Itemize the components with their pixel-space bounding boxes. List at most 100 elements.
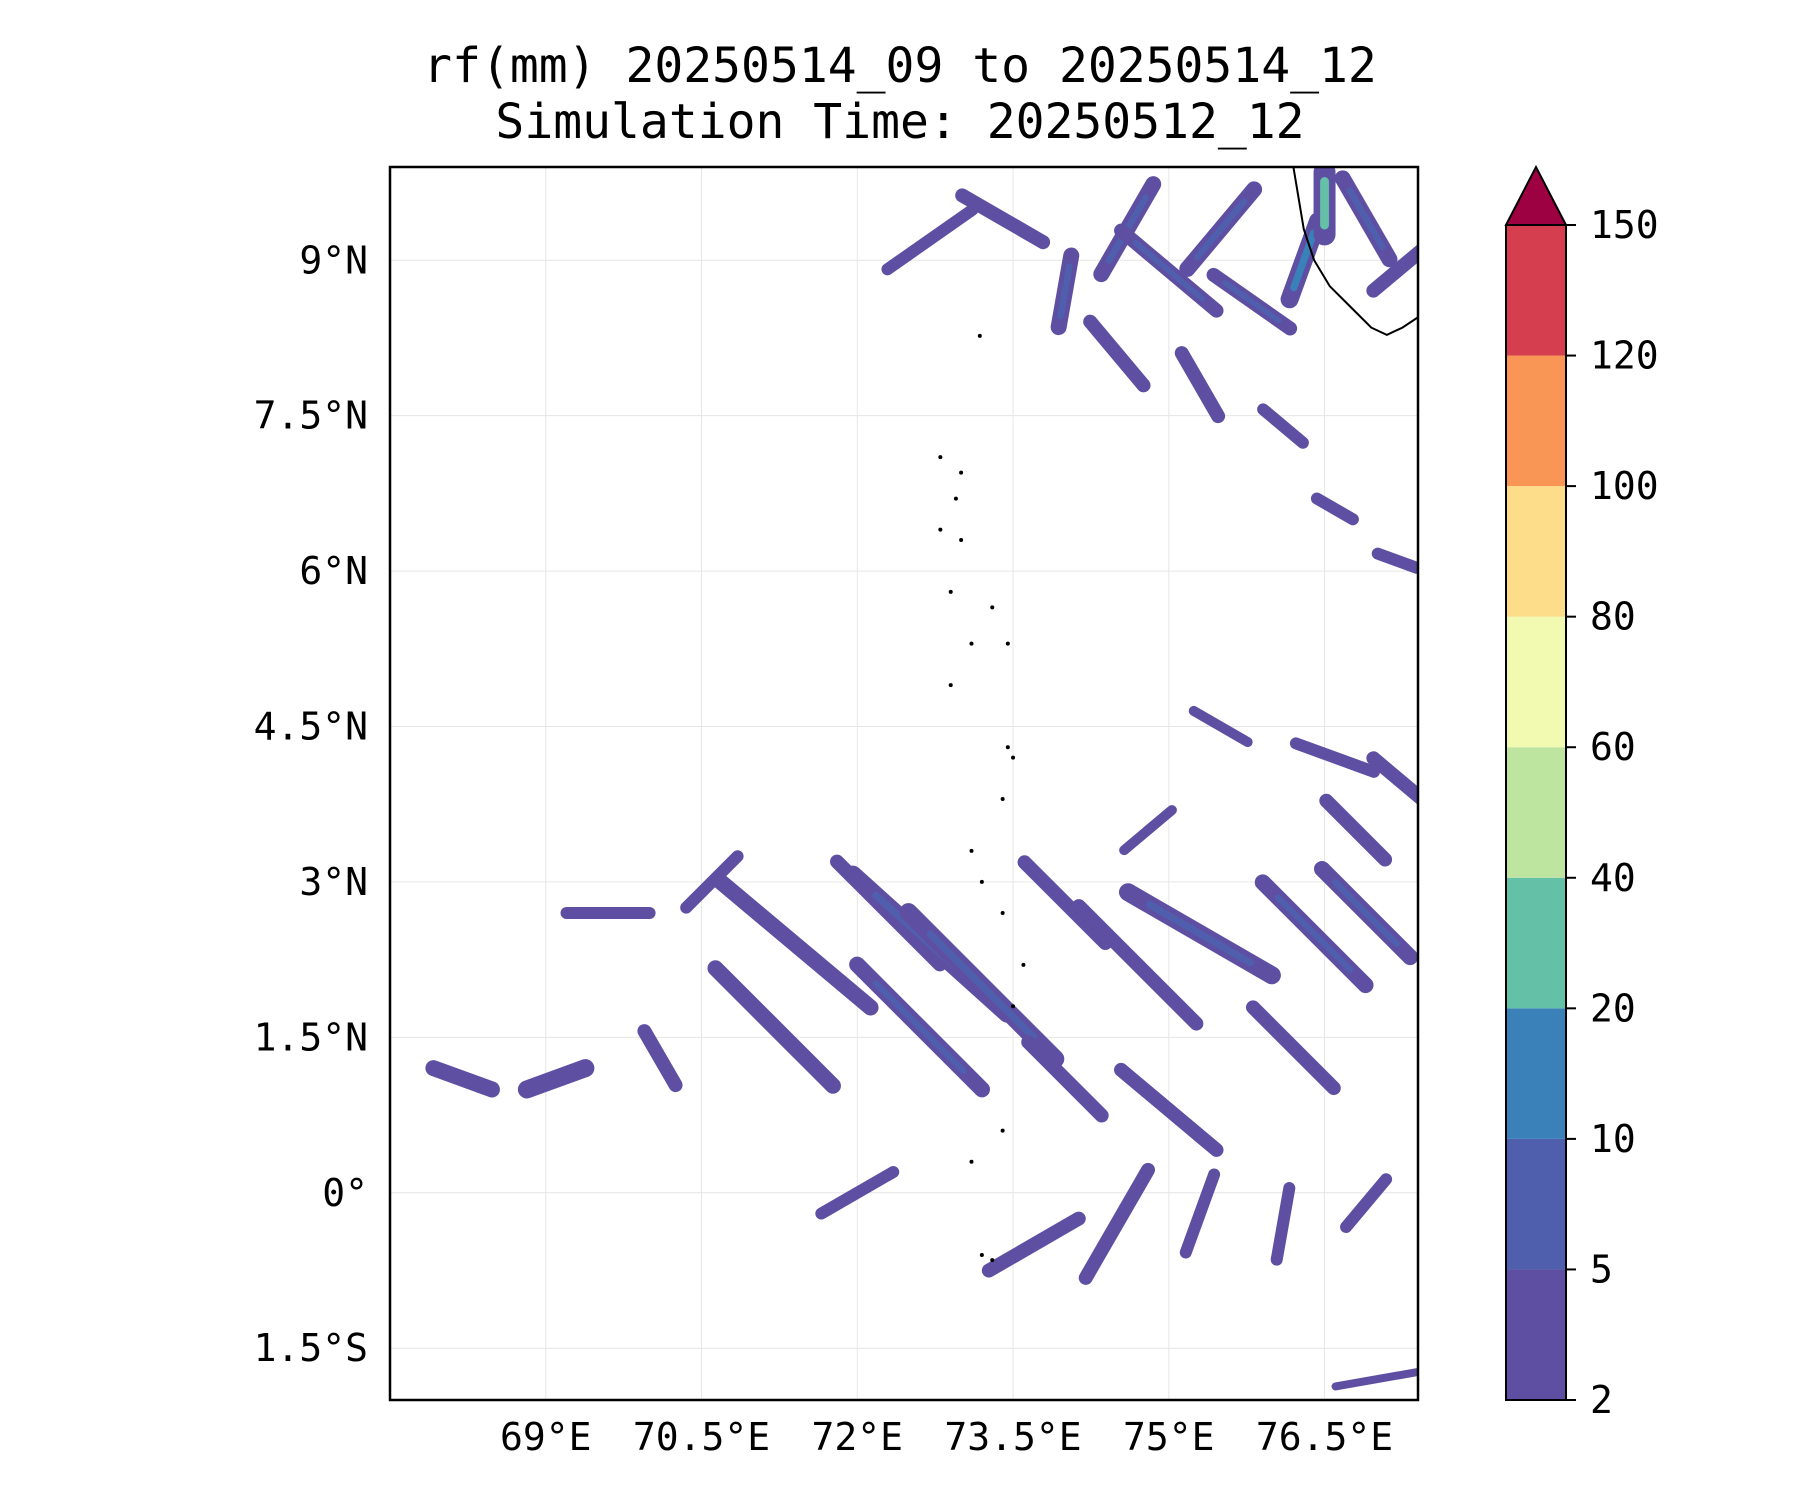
colorbar-tick-label: 5 <box>1590 1247 1613 1291</box>
rain-band <box>1174 346 1226 424</box>
rain-band-core <box>1346 187 1386 251</box>
island-marker <box>953 496 958 501</box>
y-tick-label: 9°N <box>299 238 368 282</box>
island-marker <box>1000 1128 1005 1133</box>
island-marker <box>1011 1004 1016 1009</box>
rain-band <box>707 960 841 1094</box>
colorbar-segment <box>1506 1008 1566 1139</box>
rain-band <box>815 1166 900 1220</box>
colorbar-tick-label: 150 <box>1590 203 1659 247</box>
rain-band-core <box>1057 263 1073 320</box>
y-tick-label: 4.5°N <box>254 705 368 749</box>
y-tick-label: 0° <box>322 1171 368 1215</box>
rain-band-core <box>1332 878 1401 948</box>
rain-band <box>955 188 1051 250</box>
x-tick-label: 72°E <box>812 1415 904 1459</box>
rain-band <box>425 1060 500 1098</box>
rain-band <box>1366 751 1418 805</box>
rain-band <box>1021 1035 1109 1123</box>
island-marker <box>1011 755 1016 760</box>
rain-band <box>1246 1000 1341 1096</box>
colorbar-segment <box>1506 747 1566 878</box>
y-tick-label: 7.5°N <box>254 394 368 438</box>
rain-band <box>1289 737 1380 778</box>
y-tick-label: 1.5°N <box>254 1015 368 1059</box>
island-marker <box>938 455 943 460</box>
coastline <box>938 167 1418 1263</box>
colorbar-extend-arrow <box>1504 164 1568 226</box>
rain-band <box>1310 492 1359 526</box>
rain-band <box>981 1211 1086 1278</box>
rain-band-core <box>1274 894 1354 973</box>
x-axis-ticks: 69°E 70.5°E 72°E 73.5°E 75°E 76.5°E <box>500 1415 1393 1459</box>
rain-band <box>711 872 879 1016</box>
rain-band <box>1119 805 1177 856</box>
rain-band <box>1078 1162 1156 1285</box>
colorbar-tick-label: 20 <box>1590 986 1636 1030</box>
island-marker <box>1005 641 1010 646</box>
colorbar-segment <box>1506 225 1566 356</box>
rain-band <box>1340 1173 1393 1233</box>
island-marker <box>969 848 974 853</box>
rain-band-core <box>1132 239 1205 302</box>
colorbar-tick-label: 2 <box>1590 1378 1613 1422</box>
rain-band <box>1071 899 1204 1031</box>
colorbar-segment <box>1506 355 1566 487</box>
rainfall-field <box>425 167 1418 1391</box>
island-marker <box>948 589 953 594</box>
india-coastline <box>1292 167 1418 336</box>
rain-band <box>1257 403 1309 449</box>
rain-band <box>1083 314 1151 393</box>
island-marker <box>959 538 964 543</box>
colorbar-segment <box>1506 1269 1566 1400</box>
rain-band <box>1319 793 1393 867</box>
colorbar-segment <box>1506 486 1566 617</box>
rain-band <box>1017 855 1113 951</box>
island-marker <box>1000 797 1005 802</box>
rain-band-core <box>1145 901 1254 967</box>
rain-band <box>1331 1368 1418 1391</box>
rain-band-core <box>1290 229 1318 292</box>
rain-band <box>637 1024 683 1093</box>
y-tick-label: 3°N <box>299 860 368 904</box>
rain-band-core <box>926 930 1037 1041</box>
colorbar-tick-label: 80 <box>1590 595 1636 639</box>
colorbar: 2 5 10 20 40 60 80 100 120 150 <box>1504 164 1659 1422</box>
rain-band <box>1270 1182 1296 1266</box>
rain-band <box>1179 1168 1221 1259</box>
island-marker <box>969 1159 974 1164</box>
colorbar-frame <box>1505 224 1567 1401</box>
x-tick-label: 69°E <box>500 1415 592 1459</box>
colorbar-segment <box>1506 877 1566 1009</box>
map-background <box>390 167 1418 1400</box>
rain-band <box>1371 547 1418 574</box>
x-tick-label: 73.5°E <box>944 1415 1081 1459</box>
island-marker <box>948 683 953 688</box>
title-line-1: rf(mm) 20250514_09 to 20250514_12 <box>423 38 1377 94</box>
rain-band-core <box>1222 280 1282 324</box>
rain-band <box>1114 1062 1224 1157</box>
island-marker <box>959 470 964 475</box>
colorbar-tick-label: 40 <box>1590 856 1636 900</box>
rain-band <box>517 1059 595 1099</box>
island-marker <box>969 641 974 646</box>
island-marker <box>1000 911 1005 916</box>
island-marker <box>938 527 943 532</box>
y-axis-ticks: 9°N 7.5°N 6°N 4.5°N 3°N 1.5°N 0° 1.5°S <box>254 238 368 1370</box>
rain-band-core <box>872 980 967 1074</box>
x-tick-label: 70.5°E <box>633 1415 770 1459</box>
colorbar-tick-label: 60 <box>1590 725 1636 769</box>
island-marker <box>979 879 984 884</box>
title-line-2: Simulation Time: 20250512_12 <box>495 94 1304 150</box>
colorbar-segment <box>1506 1138 1566 1270</box>
rain-band-core <box>1194 198 1248 261</box>
colorbar-tick-label: 10 <box>1590 1117 1636 1161</box>
rain-band <box>1188 705 1253 748</box>
rain-band <box>881 203 979 276</box>
map-gridlines <box>390 167 1418 1400</box>
x-tick-label: 76.5°E <box>1256 1415 1393 1459</box>
island-marker <box>1005 745 1010 750</box>
island-marker <box>1021 962 1026 967</box>
colorbar-tick-label: 120 <box>1590 334 1659 378</box>
island-marker <box>977 333 982 338</box>
